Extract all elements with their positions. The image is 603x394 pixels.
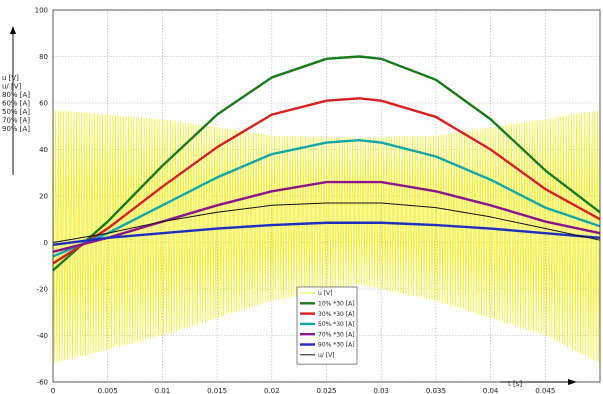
series-line-5 bbox=[52, 221, 601, 247]
y-axis-label: u [V] bbox=[2, 74, 19, 82]
y-axis-label: u/ [V] bbox=[2, 83, 22, 91]
legend-label: 10% *30 [A] bbox=[318, 301, 355, 308]
series-line-2 bbox=[52, 97, 601, 265]
y-tick-label: 0 bbox=[44, 239, 48, 247]
x-tick-label: 0.045 bbox=[535, 387, 555, 394]
y-tick-label: -20 bbox=[37, 286, 48, 294]
legend-label: u [V] bbox=[318, 290, 333, 297]
y-tick-label: -60 bbox=[37, 379, 48, 387]
y-tick-label: 60 bbox=[39, 100, 48, 108]
legend-label: 90% *30 [A] bbox=[318, 342, 355, 349]
legend-label: u/ [V] bbox=[318, 352, 335, 359]
x-arrowhead bbox=[568, 379, 577, 385]
legend-label: 30% *30 [A] bbox=[318, 311, 355, 318]
y-arrowhead bbox=[10, 26, 16, 34]
x-axis-label: t [s] bbox=[508, 380, 522, 388]
x-tick-label: 0.035 bbox=[426, 387, 446, 394]
x-tick-label: 0 bbox=[51, 387, 55, 394]
y-axis-label: 70% [A] bbox=[2, 117, 30, 125]
series-line-6 bbox=[52, 202, 601, 243]
legend: u [V] 10% *30 [A] 30% *30 [A] 50% *30 [A] 70… bbox=[296, 286, 358, 365]
y-axis-label: 60% [A] bbox=[2, 100, 30, 108]
y-tick-label: -40 bbox=[37, 332, 48, 340]
legend-label: 50% *30 [A] bbox=[318, 321, 355, 328]
x-tick-label: 0.015 bbox=[207, 387, 227, 394]
y-tick-label: 100 bbox=[35, 7, 48, 15]
y-axis-label: 80% [A] bbox=[2, 91, 30, 99]
series-line-4 bbox=[52, 180, 601, 253]
x-tick-label: 0.02 bbox=[264, 387, 280, 394]
y-axis-label: 90% [A] bbox=[2, 125, 30, 133]
y-tick-label: 20 bbox=[39, 193, 48, 201]
legend-box bbox=[296, 286, 358, 365]
series-line-1 bbox=[52, 55, 601, 272]
x-tick-label: 0.04 bbox=[483, 387, 499, 394]
legend-label: 70% *30 [A] bbox=[318, 331, 355, 338]
x-tick-label: 0.005 bbox=[98, 387, 118, 394]
series-u-line bbox=[52, 109, 601, 364]
series-line-3 bbox=[52, 139, 601, 258]
x-tick-label: 0.03 bbox=[373, 387, 389, 394]
y-tick-label: 80 bbox=[39, 53, 48, 61]
y-tick-label: 40 bbox=[39, 146, 48, 154]
axes-box bbox=[52, 9, 601, 383]
x-tick-label: 0.01 bbox=[155, 387, 171, 394]
x-tick-label: 0.025 bbox=[316, 387, 336, 394]
y-axis-label: 50% [A] bbox=[2, 108, 30, 116]
